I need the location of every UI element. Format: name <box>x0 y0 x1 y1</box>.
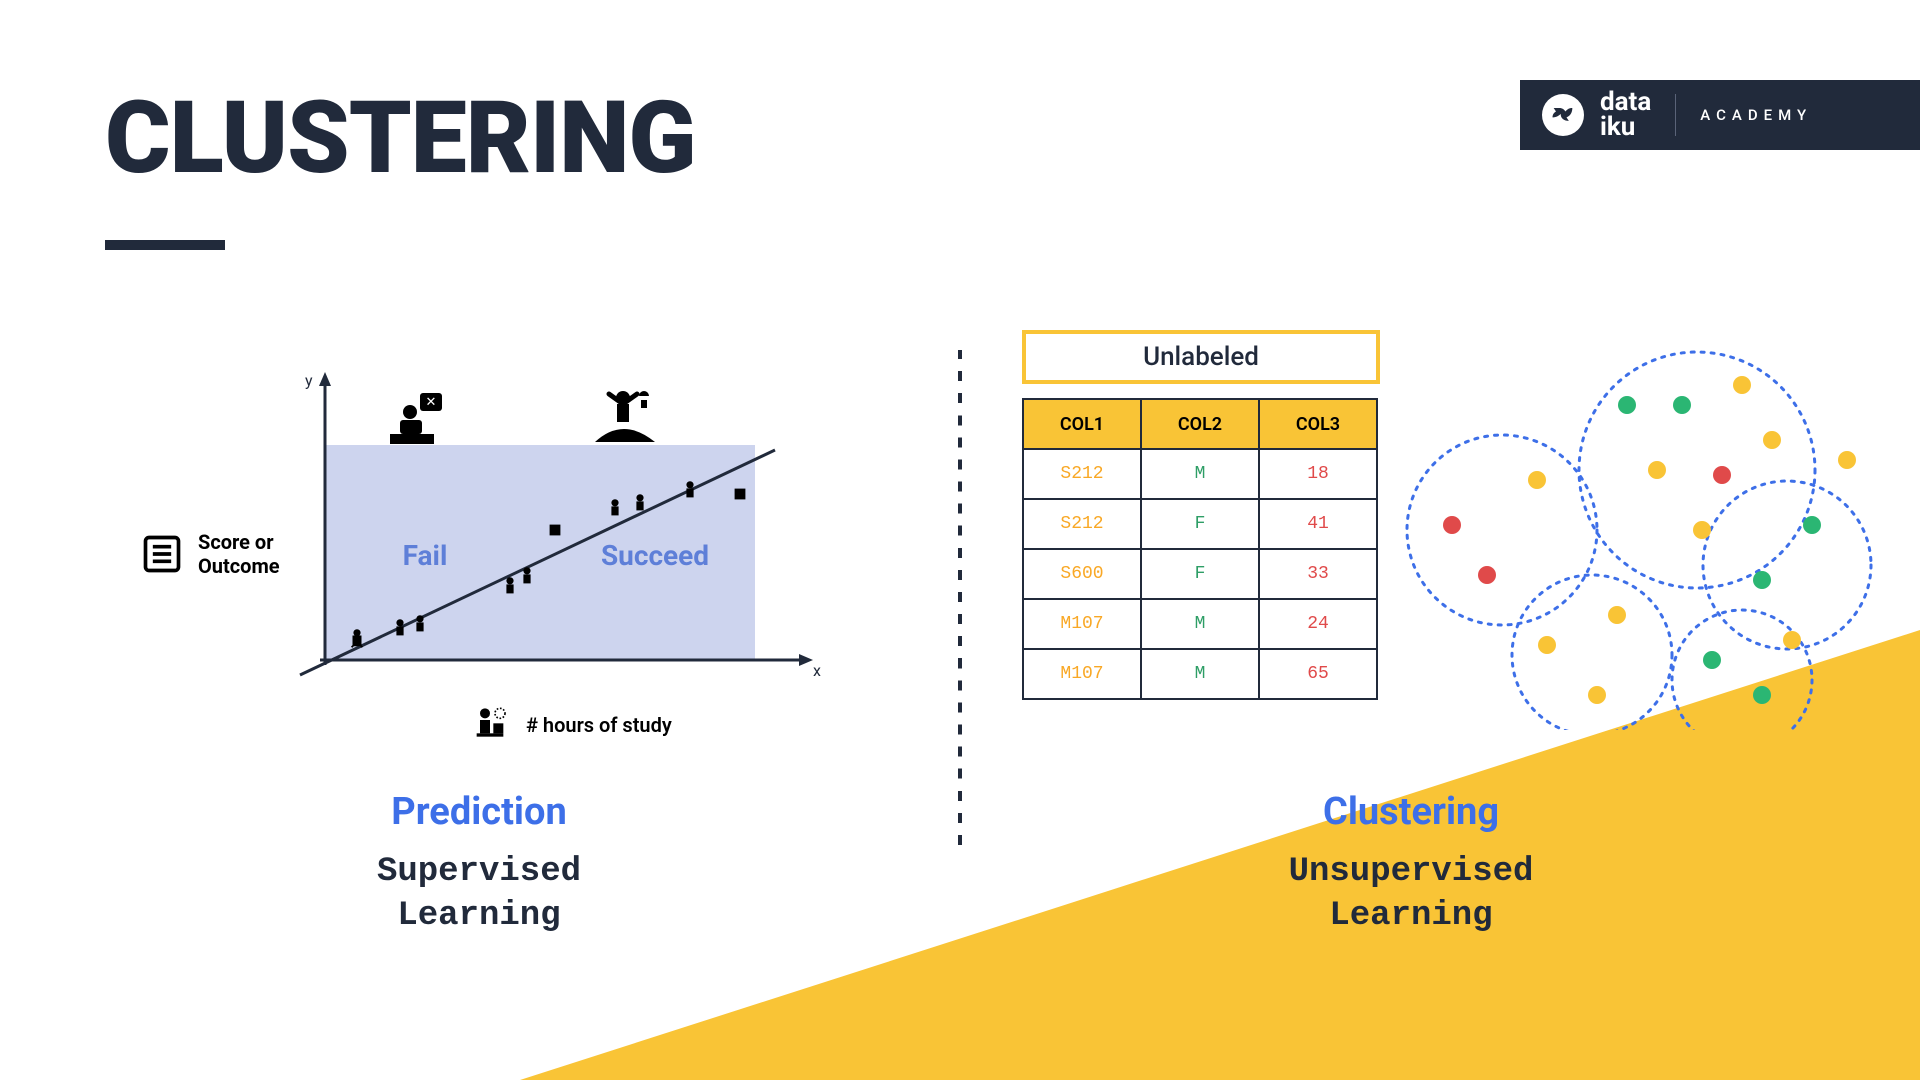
table-cell: 24 <box>1259 599 1377 649</box>
content-row: Score or Outcome y x Fail Succeed <box>0 330 1920 1080</box>
cluster-diagram <box>1392 350 1892 730</box>
svg-text:✕: ✕ <box>426 395 437 410</box>
brand-sub: ACADEMY <box>1700 106 1812 124</box>
table-header: COL3 <box>1259 399 1377 449</box>
table-row: S600F33 <box>1023 549 1377 599</box>
brand-name: data iku <box>1600 90 1651 139</box>
checklist-icon <box>140 532 184 576</box>
table-cell: M107 <box>1023 649 1141 699</box>
x-axis-label: # hours of study <box>526 713 672 737</box>
title-underline <box>105 240 225 250</box>
left-section-sub: Supervised Learning <box>0 850 958 938</box>
table-cell: S212 <box>1023 499 1141 549</box>
table-row: S212M18 <box>1023 449 1377 499</box>
y-axis-label: Score or Outcome <box>198 530 280 578</box>
table-cell: S600 <box>1023 549 1141 599</box>
unlabeled-caption: Unlabeled <box>1022 330 1380 384</box>
table-cell: M <box>1141 449 1259 499</box>
x-char: x <box>813 661 821 680</box>
table-row: M107M65 <box>1023 649 1377 699</box>
table-cell: 41 <box>1259 499 1377 549</box>
table-row: M107M24 <box>1023 599 1377 649</box>
table-cell: 33 <box>1259 549 1377 599</box>
table-cell: F <box>1141 549 1259 599</box>
table-row: S212F41 <box>1023 499 1377 549</box>
table-header: COL1 <box>1023 399 1141 449</box>
table-cell: F <box>1141 499 1259 549</box>
table-header: COL2 <box>1141 399 1259 449</box>
bird-logo-icon <box>1542 94 1584 136</box>
table-cell: 18 <box>1259 449 1377 499</box>
right-section-sub: Unsupervised Learning <box>932 850 1890 938</box>
y-char: y <box>305 371 313 390</box>
table-cell: M107 <box>1023 599 1141 649</box>
table-cell: M <box>1141 649 1259 699</box>
fail-person-icon: ✕ <box>390 393 442 444</box>
col-clustering: Unlabeled COL1COL2COL3 S212M18S212F41S60… <box>962 330 1920 1080</box>
table-cell: S212 <box>1023 449 1141 499</box>
fail-label: Fail <box>403 539 448 572</box>
col-prediction: Score or Outcome y x Fail Succeed <box>0 330 958 1080</box>
table-cell: M <box>1141 599 1259 649</box>
page-title: CLUSTERING <box>105 80 696 197</box>
succeed-person-icon <box>595 391 655 442</box>
data-table: COL1COL2COL3 S212M18S212F41S600F33M107M2… <box>1022 398 1378 700</box>
study-icon <box>470 705 510 745</box>
right-section-title: Clustering <box>932 790 1890 834</box>
succeed-label: Succeed <box>601 539 709 572</box>
y-axis-caption: Score or Outcome <box>140 530 280 578</box>
brand-bar: data iku ACADEMY <box>1520 80 1920 150</box>
x-axis-caption: # hours of study <box>470 705 672 745</box>
table-cell: 65 <box>1259 649 1377 699</box>
brand-divider <box>1675 94 1676 136</box>
left-section-title: Prediction <box>0 790 958 834</box>
brand-name-bot: iku <box>1600 115 1651 140</box>
prediction-chart: y x Fail Succeed ✕ <box>295 370 825 700</box>
